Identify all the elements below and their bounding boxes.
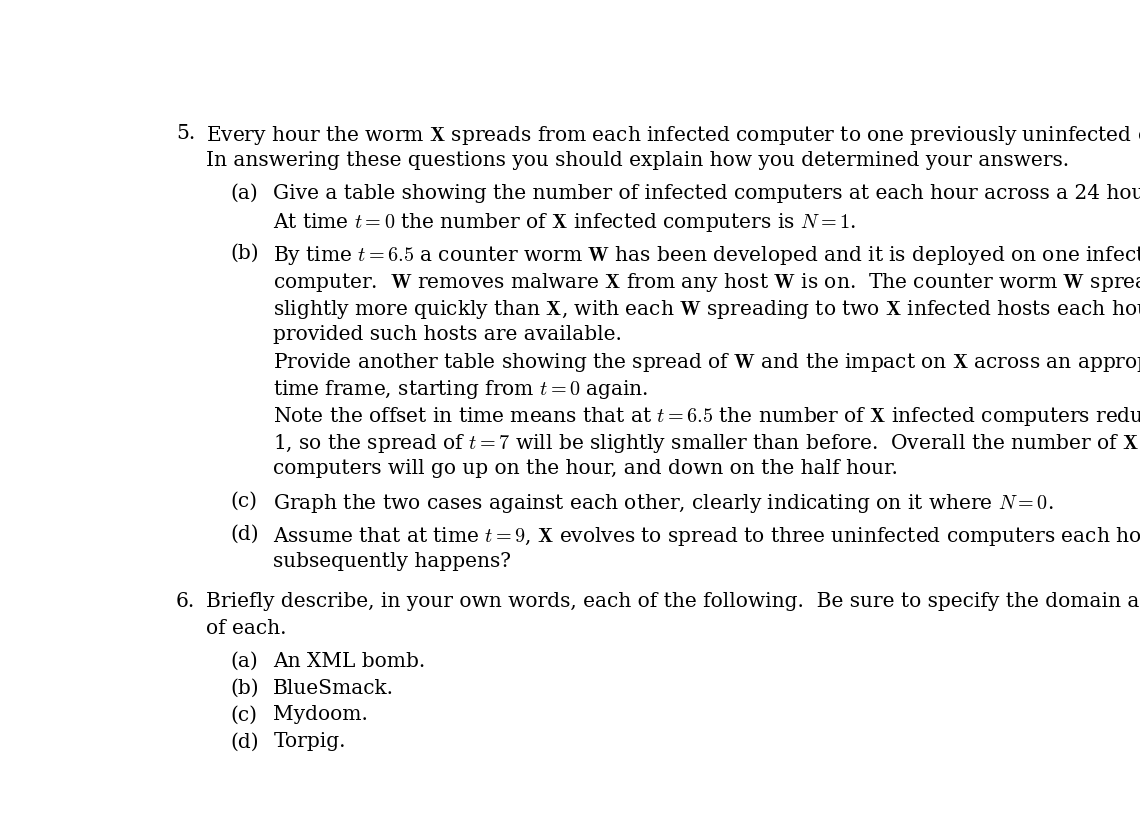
Text: (d): (d)	[230, 525, 260, 544]
Text: (b): (b)	[230, 244, 260, 263]
Text: (a): (a)	[230, 184, 259, 203]
Text: At time $t=0$ the number of $\mathbf{X}$ infected computers is $N=1$.: At time $t=0$ the number of $\mathbf{X}$…	[274, 211, 856, 234]
Text: 1, so the spread of $t=7$ will be slightly smaller than before.  Overall the num: 1, so the spread of $t=7$ will be slight…	[274, 432, 1140, 455]
Text: (a): (a)	[230, 652, 259, 671]
Text: Provide another table showing the spread of $\mathbf{W}$ and the impact on $\mat: Provide another table showing the spread…	[274, 351, 1140, 374]
Text: computer.  $\mathbf{W}$ removes malware $\mathbf{X}$ from any host $\mathbf{W}$ : computer. $\mathbf{W}$ removes malware $…	[274, 271, 1140, 294]
Text: slightly more quickly than $\mathbf{X}$, with each $\mathbf{W}$ spreading to two: slightly more quickly than $\mathbf{X}$,…	[274, 298, 1140, 320]
Text: By time $t=6.5$ a counter worm $\mathbf{W}$ has been developed and it is deploye: By time $t=6.5$ a counter worm $\mathbf{…	[274, 244, 1140, 267]
Text: 6.: 6.	[176, 592, 195, 611]
Text: 5.: 5.	[176, 124, 195, 143]
Text: Briefly describe, in your own words, each of the following.  Be sure to specify : Briefly describe, in your own words, eac…	[206, 592, 1140, 611]
Text: Give a table showing the number of infected computers at each hour across a 24 h: Give a table showing the number of infec…	[274, 184, 1140, 203]
Text: Assume that at time $t=9$, $\mathbf{X}$ evolves to spread to three uninfected co: Assume that at time $t=9$, $\mathbf{X}$ …	[274, 525, 1140, 549]
Text: of each.: of each.	[206, 618, 286, 637]
Text: Note the offset in time means that at $t=6.5$ the number of $\mathbf{X}$ infecte: Note the offset in time means that at $t…	[274, 405, 1140, 428]
Text: Graph the two cases against each other, clearly indicating on it where $N=0$.: Graph the two cases against each other, …	[274, 492, 1053, 515]
Text: An XML bomb.: An XML bomb.	[274, 652, 425, 671]
Text: Every hour the worm $\mathbf{X}$ spreads from each infected computer to one prev: Every hour the worm $\mathbf{X}$ spreads…	[206, 124, 1140, 147]
Text: time frame, starting from $t=0$ again.: time frame, starting from $t=0$ again.	[274, 378, 649, 401]
Text: (c): (c)	[230, 706, 258, 725]
Text: Torpig.: Torpig.	[274, 732, 345, 751]
Text: computers will go up on the hour, and down on the half hour.: computers will go up on the hour, and do…	[274, 459, 898, 478]
Text: (c): (c)	[230, 492, 258, 511]
Text: provided such hosts are available.: provided such hosts are available.	[274, 325, 622, 344]
Text: subsequently happens?: subsequently happens?	[274, 552, 511, 571]
Text: BlueSmack.: BlueSmack.	[274, 679, 394, 698]
Text: (b): (b)	[230, 679, 260, 698]
Text: In answering these questions you should explain how you determined your answers.: In answering these questions you should …	[206, 151, 1069, 169]
Text: (d): (d)	[230, 732, 260, 751]
Text: Mydoom.: Mydoom.	[274, 706, 368, 725]
